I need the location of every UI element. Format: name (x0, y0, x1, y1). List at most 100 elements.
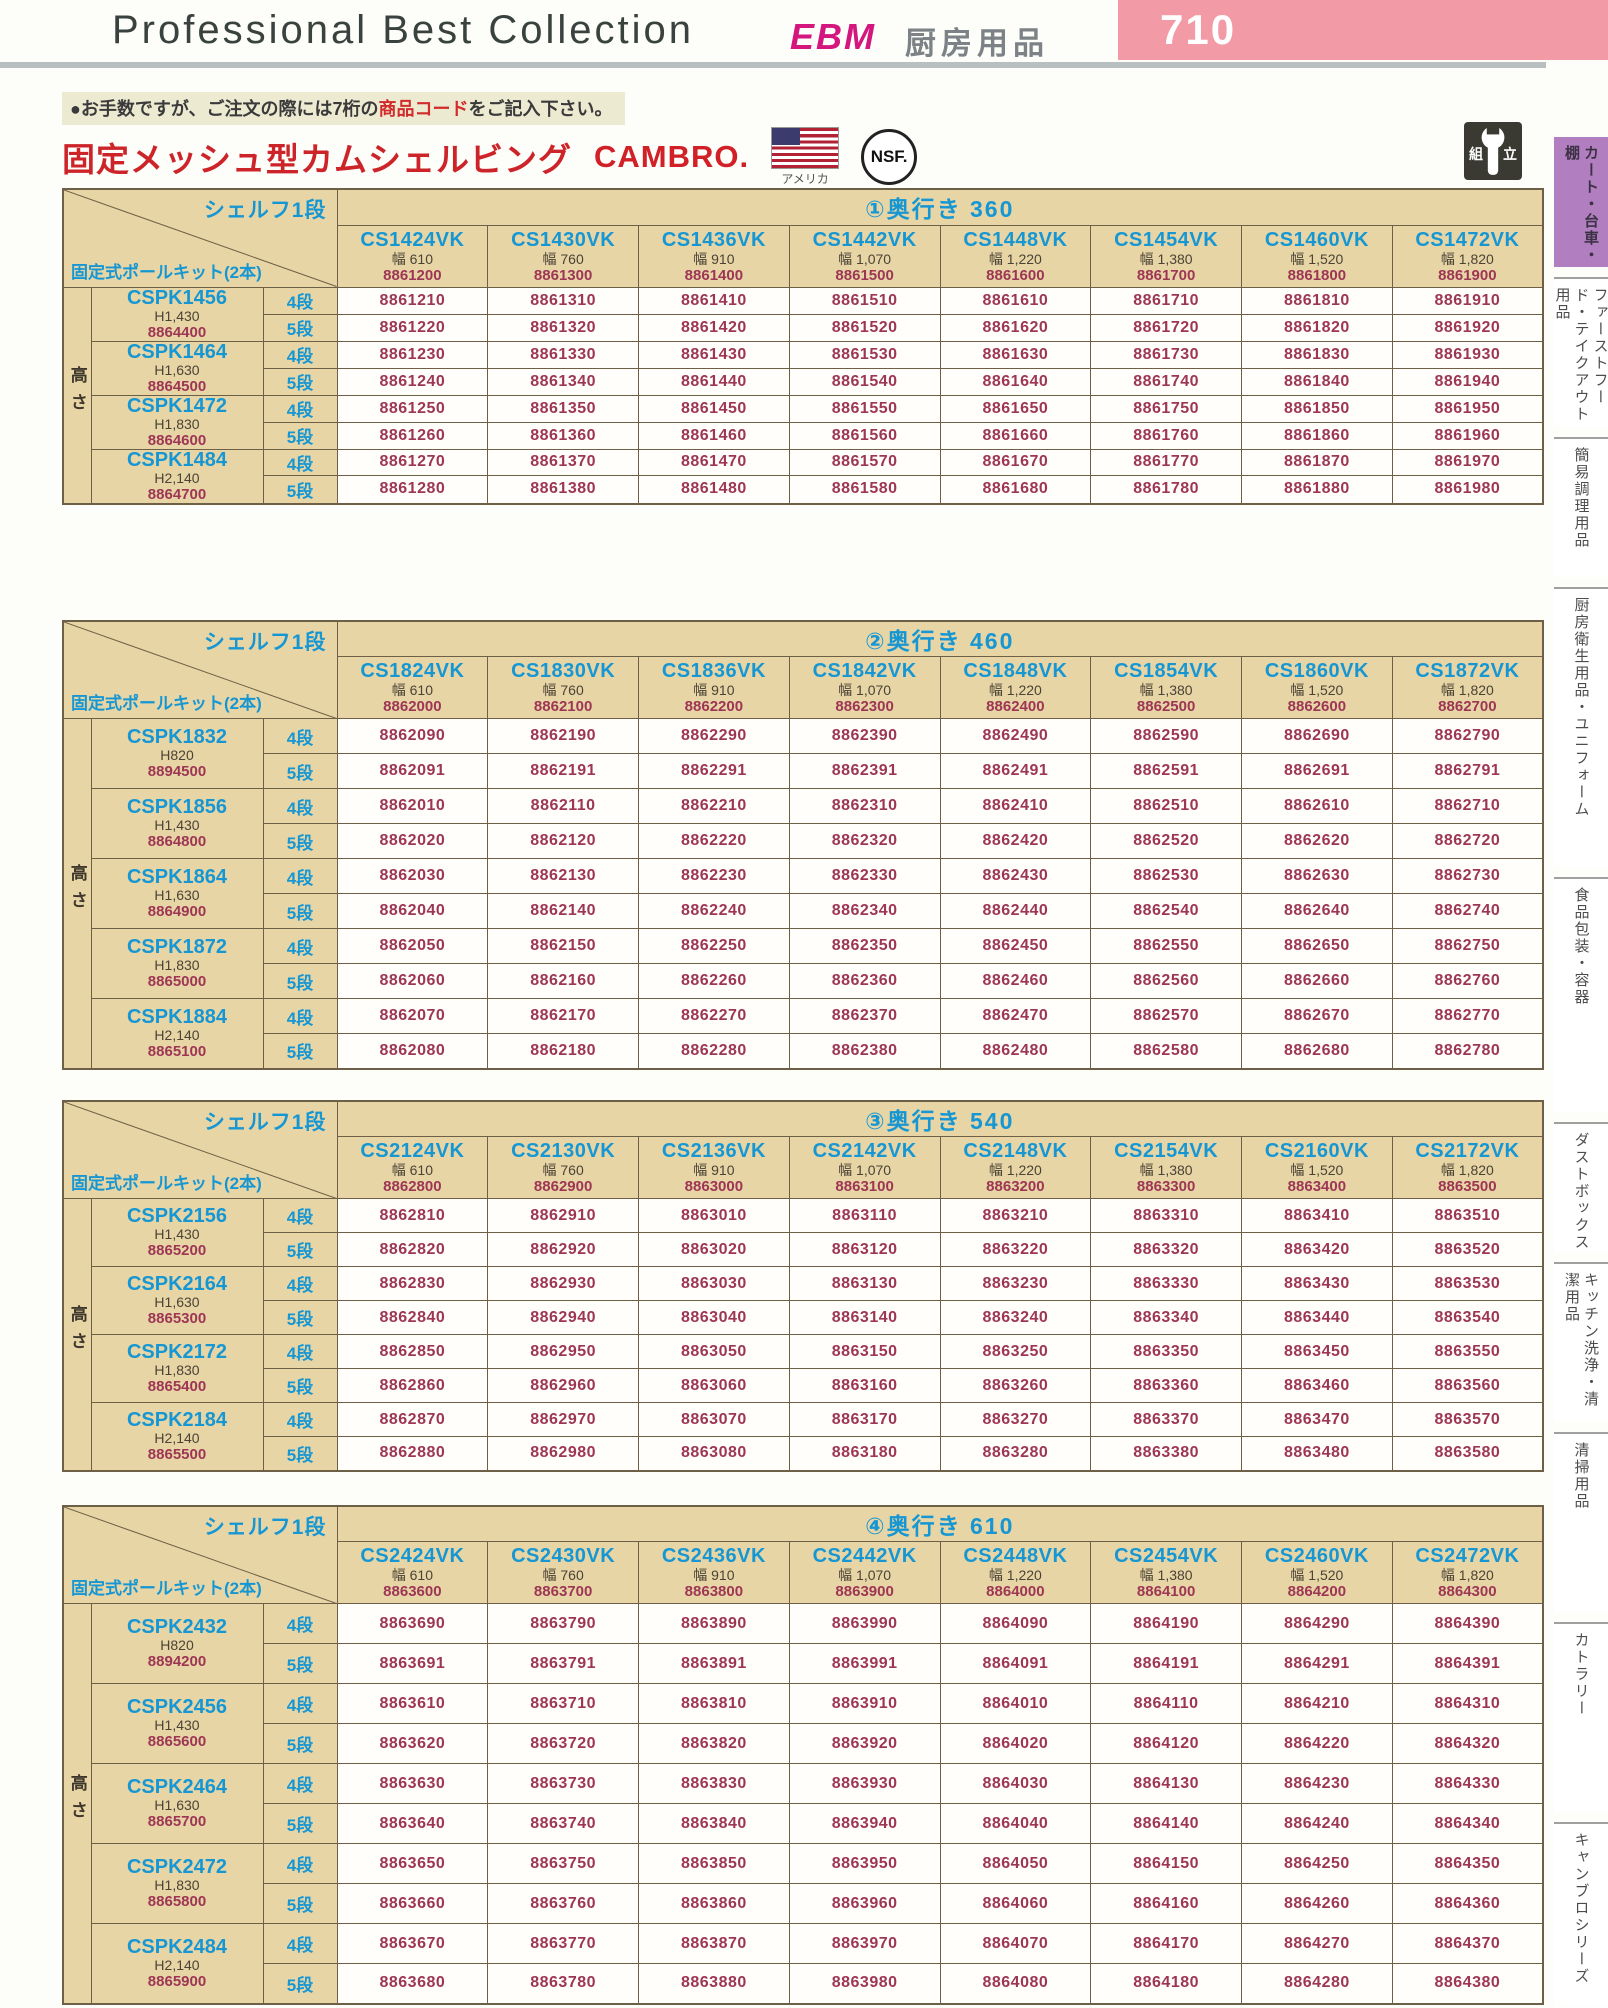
sidebar-tab-9[interactable]: カトラリー (1554, 1622, 1608, 1812)
product-code-cell: 8863990 (788, 1603, 941, 1644)
shelf-item-code: 8863500 (1438, 1178, 1497, 1195)
height-axis-cell: 高さ (62, 286, 92, 504)
product-code-cell: 8862050 (336, 928, 489, 964)
shelf-item-code: 8862800 (383, 1178, 442, 1195)
column-header-cell: CS1842VK 幅 1,070 8862300 (788, 656, 941, 719)
shelf-model-code: CS1848VK (963, 660, 1068, 682)
shelf-item-code: 8863200 (986, 1178, 1045, 1195)
sidebar-tab-3[interactable]: 簡易調理用品 (1554, 437, 1608, 577)
pole-kit-height: H1,830 (154, 1362, 200, 1378)
sidebar-tab-1[interactable]: カート・台車・棚 (1554, 137, 1608, 267)
product-code-cell: 8861330 (487, 340, 639, 369)
depth-title: ④奥行き 610 (336, 1505, 1544, 1542)
product-code-cell: 8863720 (487, 1723, 639, 1764)
tier-4-label: 4段 (262, 340, 338, 369)
shelf-item-code: 8863700 (533, 1583, 593, 1600)
product-code-cell: 8863690 (336, 1603, 489, 1644)
shelf-item-code: 8862000 (383, 698, 442, 715)
assembly-char-2: 立 (1503, 146, 1517, 162)
product-code-cell: 8864090 (939, 1603, 1092, 1644)
sidebar-tab-7[interactable]: キッチン洗浄・清潔用品 (1554, 1262, 1608, 1422)
table-corner-cell: シェルフ1段 固定式ポールキット(2本) (62, 1505, 338, 1604)
pole-kit-item-code: 8864900 (147, 903, 207, 920)
depth-title: ③奥行き 540 (336, 1100, 1544, 1137)
column-header-cell: CS2142VK 幅 1,070 8863100 (788, 1136, 941, 1199)
product-code-cell: 8861620 (939, 313, 1092, 342)
product-code-cell: 8863740 (487, 1803, 639, 1844)
page-header-title: Professional Best Collection (112, 8, 695, 52)
product-code-cell: 8862410 (939, 788, 1092, 824)
product-code-cell: 8863760 (487, 1883, 639, 1924)
tier-5-label: 5段 (262, 823, 338, 859)
product-code-cell: 8862280 (638, 1033, 790, 1069)
shelf-item-code: 8862200 (684, 698, 744, 715)
product-code-cell: 8861780 (1090, 475, 1242, 504)
product-code-cell: 8862130 (487, 858, 639, 894)
product-code-cell: 8862230 (638, 858, 790, 894)
sidebar-tab-10[interactable]: キャンブロシリーズ (1554, 1822, 1608, 2007)
product-table-1: シェルフ1段 固定式ポールキット(2本) ①奥行き 360 CS1424VK 幅 610… (62, 188, 1544, 505)
product-code-cell: 8862820 (336, 1232, 489, 1267)
product-code-cell: 8862920 (487, 1232, 639, 1267)
tier-4-label: 4段 (262, 718, 338, 754)
product-code-cell: 8862491 (939, 753, 1092, 789)
column-header-cell: CS1830VK 幅 760 8862100 (487, 656, 639, 719)
shelf-item-code: 8861800 (1287, 266, 1347, 284)
product-code-cell: 8862880 (336, 1436, 489, 1471)
product-code-cell: 8862460 (939, 963, 1092, 999)
shelf-model-code: CS1872VK (1415, 660, 1520, 682)
product-code-cell: 8862480 (939, 1033, 1092, 1069)
shelf-level-label: シェルフ1段 (203, 1515, 327, 1539)
product-code-cell: 8861880 (1241, 475, 1393, 504)
sidebar-tab-4[interactable]: 厨房衛生用品・ユニフォーム (1554, 587, 1608, 867)
product-code-cell: 8861510 (788, 286, 941, 315)
product-code-cell: 8861640 (939, 367, 1092, 396)
shelf-model-code: CS2130VK (511, 1140, 616, 1162)
product-code-cell: 8863250 (939, 1334, 1092, 1369)
sidebar-tab-8[interactable]: 清掃用品 (1554, 1432, 1608, 1612)
product-code-cell: 8863380 (1090, 1436, 1242, 1471)
assembly-icon: 組 立 (1464, 122, 1522, 180)
product-code-cell: 8863280 (939, 1436, 1092, 1471)
pole-kit-height: H2,140 (154, 1026, 200, 1043)
pole-kit-item-code: 8865500 (147, 1445, 207, 1463)
sidebar-tab-5[interactable]: 食品包装・容器 (1554, 877, 1608, 1112)
table-corner-cell: シェルフ1段 固定式ポールキット(2本) (62, 188, 338, 288)
column-header-cell: CS1472VK 幅 1,820 8861900 (1391, 224, 1544, 288)
product-code-cell: 8863410 (1241, 1198, 1393, 1233)
tier-4-label: 4段 (262, 1923, 338, 1964)
product-code-cell: 8861960 (1391, 421, 1544, 450)
sidebar-tab-6[interactable]: ダストボックス (1554, 1122, 1608, 1252)
product-code-cell: 8862391 (788, 753, 941, 789)
product-code-cell: 8863260 (939, 1368, 1092, 1403)
tier-4-label: 4段 (262, 1402, 338, 1437)
product-code-cell: 8863220 (939, 1232, 1092, 1267)
product-code-cell: 8861540 (788, 367, 941, 396)
pole-kit-cell: CSPK2184 H2,140 8865500 (90, 1402, 264, 1471)
product-code-cell: 8861370 (487, 448, 639, 477)
product-code-cell: 8862910 (487, 1198, 639, 1233)
tier-5-label: 5段 (262, 475, 338, 504)
sidebar-tab-2[interactable]: ファーストフード・テイクアウト用品 (1554, 277, 1608, 427)
product-code-cell: 8861720 (1090, 313, 1242, 342)
order-note-emphasis: 商品コード (378, 99, 469, 119)
product-tables: シェルフ1段 固定式ポールキット(2本) ①奥行き 360 CS1424VK 幅 610… (62, 188, 1544, 2005)
product-code-cell: 8862190 (487, 718, 639, 754)
product-code-cell: 8862710 (1391, 788, 1544, 824)
shelf-width: 幅 760 (542, 682, 584, 698)
shelf-width: 幅 1,520 (1290, 682, 1344, 698)
product-code-cell: 8861360 (487, 421, 639, 450)
product-code-cell: 8861530 (788, 340, 941, 369)
shelf-model-code: CS1830VK (511, 660, 616, 682)
tier-5-label: 5段 (262, 1300, 338, 1335)
product-code-cell: 8862691 (1241, 753, 1393, 789)
product-code-cell: 8862470 (939, 998, 1092, 1034)
product-code-cell: 8863580 (1391, 1436, 1544, 1471)
product-code-cell: 8864230 (1241, 1763, 1393, 1804)
pole-kit-model-code: CSPK2156 (126, 1205, 228, 1227)
tier-4-label: 4段 (262, 998, 338, 1034)
pole-kit-model-code: CSPK2172 (126, 1341, 228, 1363)
product-code-cell: 8863620 (336, 1723, 489, 1764)
product-code-cell: 8862330 (788, 858, 941, 894)
depth-title: ②奥行き 460 (336, 620, 1544, 657)
